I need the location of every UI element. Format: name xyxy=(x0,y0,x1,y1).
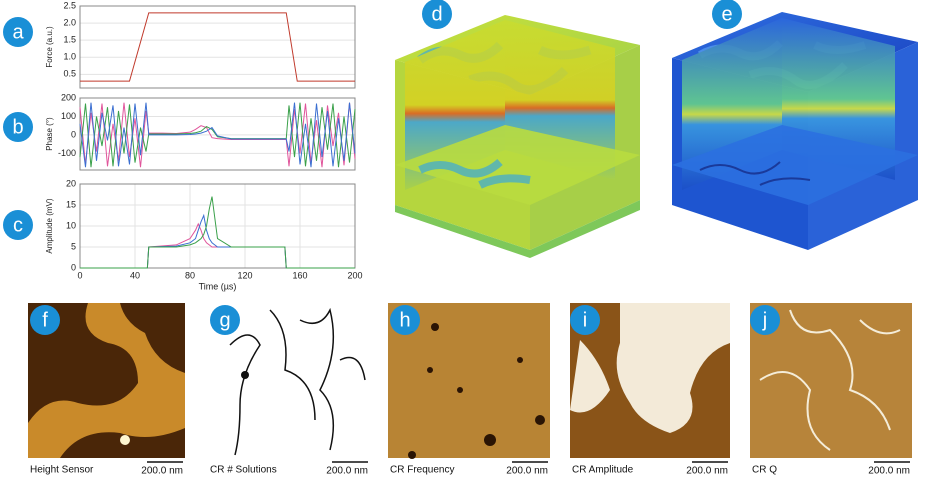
y-axis-label: Force (a.u.) xyxy=(45,26,54,68)
y-tick-label: 5 xyxy=(71,241,76,251)
y-tick-label: 0.5 xyxy=(63,69,76,79)
x-tick-label: 40 xyxy=(130,270,140,280)
series-line xyxy=(80,12,355,82)
image-caption: CR Amplitude xyxy=(572,465,634,476)
line-chart: -100 0 100 200 Phase (°) xyxy=(45,92,356,171)
panel-letter-badge xyxy=(422,0,452,29)
image-f xyxy=(28,303,185,458)
series-line xyxy=(80,222,355,269)
y-axis-label: Amplitude (mV) xyxy=(45,198,54,253)
panel-letter: g xyxy=(219,309,230,331)
y-tick-label: 20 xyxy=(66,178,76,188)
panel-letter-badge xyxy=(3,210,33,240)
plot-frame xyxy=(79,97,356,171)
x-tick-label: 200 xyxy=(347,270,362,280)
y-tick-label: 1.0 xyxy=(63,52,76,62)
render-e xyxy=(672,12,918,250)
series-line xyxy=(80,196,355,269)
scale-label: 200.0 nm xyxy=(506,466,548,477)
panel-letter: h xyxy=(399,309,410,331)
y-tick-label: 15 xyxy=(66,199,76,209)
x-tick-label: 80 xyxy=(185,270,195,280)
panel-letter-badge xyxy=(390,305,420,335)
panel-letter: e xyxy=(721,3,732,25)
panel-letter-badge xyxy=(750,305,780,335)
panel-letter: f xyxy=(42,309,48,331)
image-caption: CR # Solutions xyxy=(210,465,277,476)
x-axis-label: Time (µs) xyxy=(199,281,237,291)
panel-letter: b xyxy=(12,116,23,138)
series-line xyxy=(79,102,356,168)
panel-letter-badge xyxy=(30,305,60,335)
panel-letter-badge xyxy=(210,305,240,335)
x-tick-label: 120 xyxy=(237,270,252,280)
scale-label: 200.0 nm xyxy=(868,466,910,477)
y-tick-label: 1.5 xyxy=(63,35,76,45)
panel-letter: a xyxy=(12,21,24,43)
y-tick-label: 10 xyxy=(66,220,76,230)
y-tick-label: 2.0 xyxy=(63,17,76,27)
line-chart: 0.5 1.0 1.5 2.0 2.5 Force (a.u.) xyxy=(45,0,356,89)
scale-label: 200.0 nm xyxy=(686,466,728,477)
x-tick-label: 0 xyxy=(77,270,82,280)
image-caption: Height Sensor xyxy=(30,465,94,476)
panel-letter-badge xyxy=(3,17,33,47)
x-tick-label: 160 xyxy=(292,270,307,280)
panel-letter-badge xyxy=(570,305,600,335)
y-axis-label: Phase (°) xyxy=(45,117,54,151)
plot-frame xyxy=(79,183,356,269)
image-caption: CR Frequency xyxy=(390,465,454,476)
panel-letter: i xyxy=(583,309,587,331)
y-tick-label: 200 xyxy=(61,92,76,102)
scale-label: 200.0 nm xyxy=(141,466,183,477)
y-tick-label: 0 xyxy=(71,129,76,139)
render-d xyxy=(395,15,640,258)
panel-letter: d xyxy=(431,3,442,25)
plot-frame xyxy=(79,5,356,89)
y-tick-label: 100 xyxy=(61,111,76,121)
panel-letter: j xyxy=(762,309,767,331)
image-caption: CR Q xyxy=(752,465,777,476)
scale-label: 200.0 nm xyxy=(326,466,368,477)
y-tick-label: -100 xyxy=(58,148,76,158)
panel-letter-badge xyxy=(712,0,742,29)
panel-letter-badge xyxy=(3,112,33,142)
panel-letter: c xyxy=(13,214,23,236)
series-line xyxy=(80,213,355,269)
y-tick-label: 2.5 xyxy=(63,0,76,10)
y-tick-label: 0 xyxy=(71,262,76,272)
